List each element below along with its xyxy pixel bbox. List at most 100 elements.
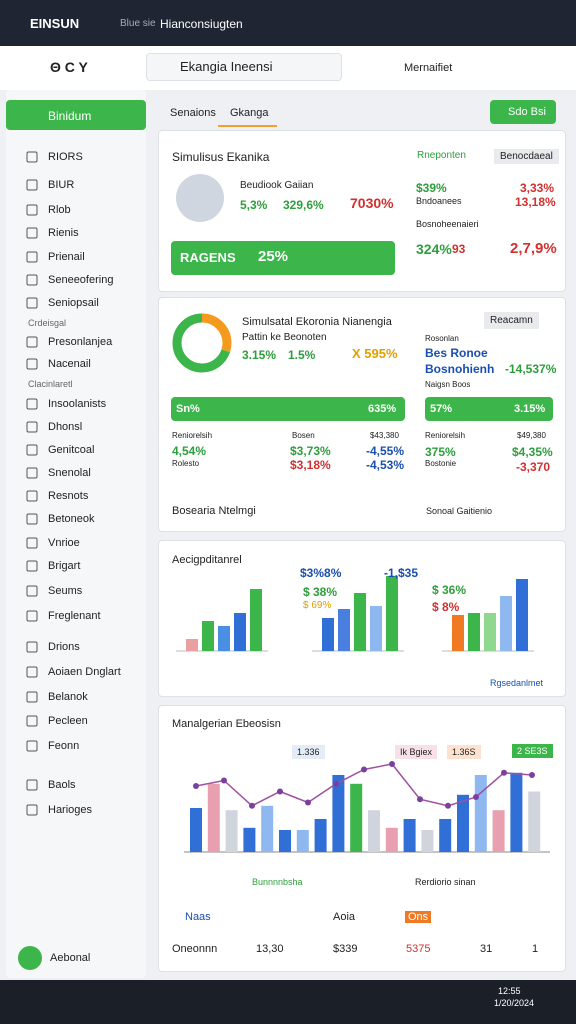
stat: 13,18% [515, 195, 556, 209]
button: Benocdaeal [494, 149, 559, 164]
stat: Bosen [292, 431, 315, 440]
cell: $339 [333, 943, 358, 955]
stat: 375% [425, 445, 456, 459]
icon [26, 358, 38, 370]
link: Rgsedanlmet [490, 678, 544, 688]
nav-item: Belanok [48, 691, 88, 703]
cell: 5375 [406, 943, 431, 955]
button: Reacamn [484, 312, 539, 329]
icon [26, 585, 38, 597]
nav-item: Baols [48, 779, 76, 791]
nav-item: Rlob [48, 204, 71, 216]
point [361, 766, 367, 773]
sidebar-active[interactable] [6, 100, 146, 130]
stat: -14,537% [505, 362, 557, 376]
bar [332, 775, 345, 852]
nav-item: Genitcoal [48, 444, 95, 456]
bar [370, 606, 382, 651]
stat: 329,6% [283, 198, 324, 212]
bar-label: Sn% [176, 403, 200, 415]
point [333, 780, 339, 787]
stat: $ 36% [432, 583, 467, 597]
stat: Reniorelsih [172, 431, 213, 440]
progress [425, 397, 553, 421]
panel-title: Aecigpditanrel [172, 554, 242, 566]
cell: 31 [480, 943, 493, 955]
stat: 4,54% [172, 444, 207, 458]
icon [26, 537, 38, 549]
stat: $3,73% [290, 444, 331, 458]
point [529, 772, 535, 778]
bar [516, 579, 528, 651]
bar [528, 791, 541, 852]
stat: -1,$35 [384, 566, 419, 580]
nav-item: Freglenant [48, 610, 101, 622]
donut-segment [172, 313, 232, 373]
bar [234, 613, 246, 651]
icon [26, 274, 38, 286]
stat: 93 [452, 242, 466, 256]
nav-item: Prienail [48, 251, 85, 263]
search-box[interactable] [146, 53, 342, 81]
bar [452, 615, 464, 651]
stat: X 595% [352, 346, 398, 361]
icon [26, 490, 38, 502]
nav-item: Snenolal [48, 467, 91, 479]
nav-item: Brigart [48, 560, 81, 572]
banner-text: RAGENS [180, 250, 236, 265]
banner [171, 241, 395, 275]
bar [403, 819, 416, 852]
stat: Rosonlan [425, 334, 459, 343]
bar [368, 810, 380, 852]
icon [26, 610, 38, 622]
nav-item: Betoneok [48, 513, 95, 525]
nav-item: Feonn [48, 740, 80, 752]
name: Beudiook Gaiian [240, 180, 314, 191]
icon [26, 398, 38, 410]
icon [26, 691, 38, 703]
stat: $43,380 [370, 431, 399, 440]
point [501, 769, 507, 776]
stat: Rolesto [172, 459, 200, 468]
stat: $ 69% [303, 600, 332, 611]
bar [225, 810, 238, 852]
nav-item: Presonlanjea [48, 336, 113, 348]
stat: $ 38% [303, 585, 338, 599]
action: Aoia [333, 911, 356, 923]
icon [26, 444, 38, 456]
tab: Hianconsiugten [160, 17, 243, 31]
icon [26, 715, 38, 727]
bar [386, 576, 398, 651]
nav-item: Dhonsl [48, 421, 83, 433]
point [305, 799, 311, 806]
action-button[interactable] [490, 100, 556, 124]
point [473, 794, 479, 800]
cell: Oneonnn [172, 943, 218, 955]
point [389, 761, 395, 767]
tab: Gkanga [230, 107, 269, 119]
bar [500, 596, 512, 651]
cell: 13,30 [256, 943, 284, 955]
footer-text: Bosearia Ntelmgi [172, 505, 256, 517]
nav-item: Binidum [48, 109, 92, 123]
search-text: Ekangia Ineensi [180, 59, 273, 74]
bar-label: 635% [368, 403, 397, 415]
icon [26, 421, 38, 433]
stat: Bosnoheenaieri [416, 219, 479, 229]
stat: $3%8% [300, 566, 342, 580]
stat: Bosnohienh [425, 362, 495, 376]
nav-item: Rienis [48, 227, 79, 239]
bar [468, 613, 480, 651]
subtitle: Pattin ke Beonoten [242, 332, 327, 343]
nav-item: Harioges [48, 804, 93, 816]
point [277, 788, 283, 795]
point [417, 796, 423, 803]
tab: Blue sie [120, 18, 156, 29]
bar [186, 639, 198, 651]
bar [322, 618, 334, 651]
bar [314, 819, 327, 852]
nav-item: Pecleen [48, 715, 88, 727]
bar [279, 830, 291, 852]
icon [26, 666, 38, 678]
avatar [176, 174, 224, 222]
